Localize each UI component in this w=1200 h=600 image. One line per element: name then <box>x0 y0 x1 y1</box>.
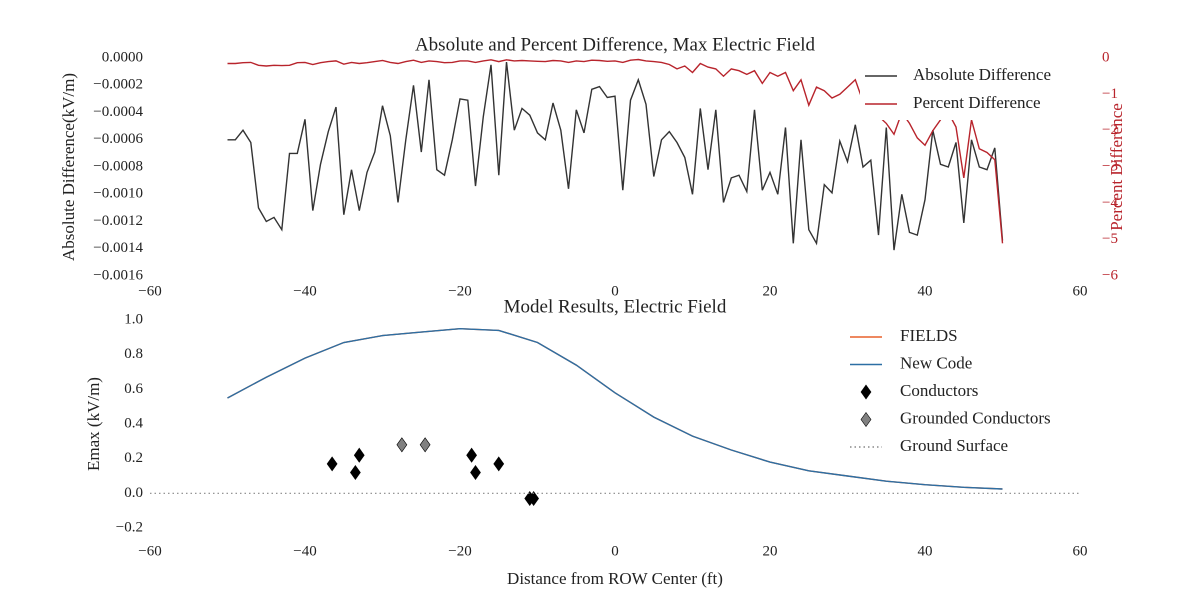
y-tick-label: 0.0 <box>124 485 143 501</box>
legend-swatch <box>860 411 872 428</box>
legend-label: Absolute Difference <box>913 65 1051 84</box>
y2-tick-label: −4 <box>1102 195 1118 211</box>
y2-tick-label: −1 <box>1102 86 1118 102</box>
y2-tick-label: 0 <box>1102 49 1110 65</box>
y-tick-label: −0.0016 <box>93 267 143 283</box>
y-tick-label: 0.2 <box>124 450 143 466</box>
marker <box>466 447 477 463</box>
y-tick-label: 0.4 <box>124 415 143 431</box>
chart-title: Absolute and Percent Difference, Max Ele… <box>415 34 816 55</box>
legend-label: Percent Difference <box>913 93 1041 112</box>
y-tick-label: −0.0010 <box>93 186 143 202</box>
legend-box <box>845 323 1085 463</box>
marker <box>350 465 361 481</box>
y-axis-label: Absolute Difference(kV/m) <box>59 73 78 261</box>
x-tick-label: 20 <box>763 283 778 299</box>
y2-axis-label: Percent Difference <box>1107 103 1126 231</box>
x-tick-label: −20 <box>448 283 471 299</box>
x-tick-label: 60 <box>1073 283 1088 299</box>
x-tick-label: −40 <box>293 283 316 299</box>
marker <box>528 491 539 507</box>
x-tick-label: −60 <box>138 283 161 299</box>
legend-box <box>860 62 1080 120</box>
legend-swatch <box>860 384 872 400</box>
x-tick-label: 40 <box>918 543 933 559</box>
x-tick-label: −20 <box>448 543 471 559</box>
x-tick-label: −60 <box>138 543 161 559</box>
y-tick-label: −0.0014 <box>93 240 143 256</box>
marker <box>419 437 431 453</box>
y-tick-label: −0.0012 <box>93 213 143 229</box>
line <box>227 327 1003 490</box>
legend-label: FIELDS <box>900 326 958 345</box>
y-tick-label: −0.0008 <box>93 158 143 174</box>
marker <box>493 456 505 472</box>
y-tick-label: −0.0004 <box>93 104 143 120</box>
x-tick-label: 0 <box>611 283 619 299</box>
y-tick-label: −0.0006 <box>93 131 143 147</box>
marker <box>326 456 338 472</box>
x-tick-label: 20 <box>763 543 778 559</box>
marker <box>353 447 365 463</box>
y-axis-label: Emax (kV/m) <box>84 377 103 471</box>
x-tick-label: −40 <box>293 543 316 559</box>
y2-tick-label: −2 <box>1102 122 1118 138</box>
chart-title: Model Results, Electric Field <box>504 296 727 317</box>
y-tick-label: 0.8 <box>124 346 143 362</box>
y2-tick-label: −6 <box>1102 267 1118 283</box>
marker <box>396 437 408 453</box>
y-tick-label: 0.6 <box>124 381 143 397</box>
x-tick-label: 60 <box>1073 543 1088 559</box>
x-tick-label: 40 <box>918 283 933 299</box>
legend-label: Conductors <box>900 381 978 400</box>
legend-label: Grounded Conductors <box>900 408 1051 427</box>
marker <box>470 465 481 481</box>
x-axis-label: Distance from ROW Center (ft) <box>507 569 723 588</box>
y2-tick-label: −5 <box>1102 231 1118 247</box>
y-tick-label: 0.0000 <box>102 49 143 65</box>
y-tick-label: −0.2 <box>116 519 143 535</box>
legend-label: New Code <box>900 353 972 372</box>
x-tick-label: 0 <box>611 543 619 559</box>
legend-label: Ground Surface <box>900 436 1008 455</box>
y-tick-label: 1.0 <box>124 311 143 327</box>
y-tick-label: −0.0002 <box>93 77 143 93</box>
y2-tick-label: −3 <box>1102 158 1118 174</box>
line <box>227 62 1004 251</box>
